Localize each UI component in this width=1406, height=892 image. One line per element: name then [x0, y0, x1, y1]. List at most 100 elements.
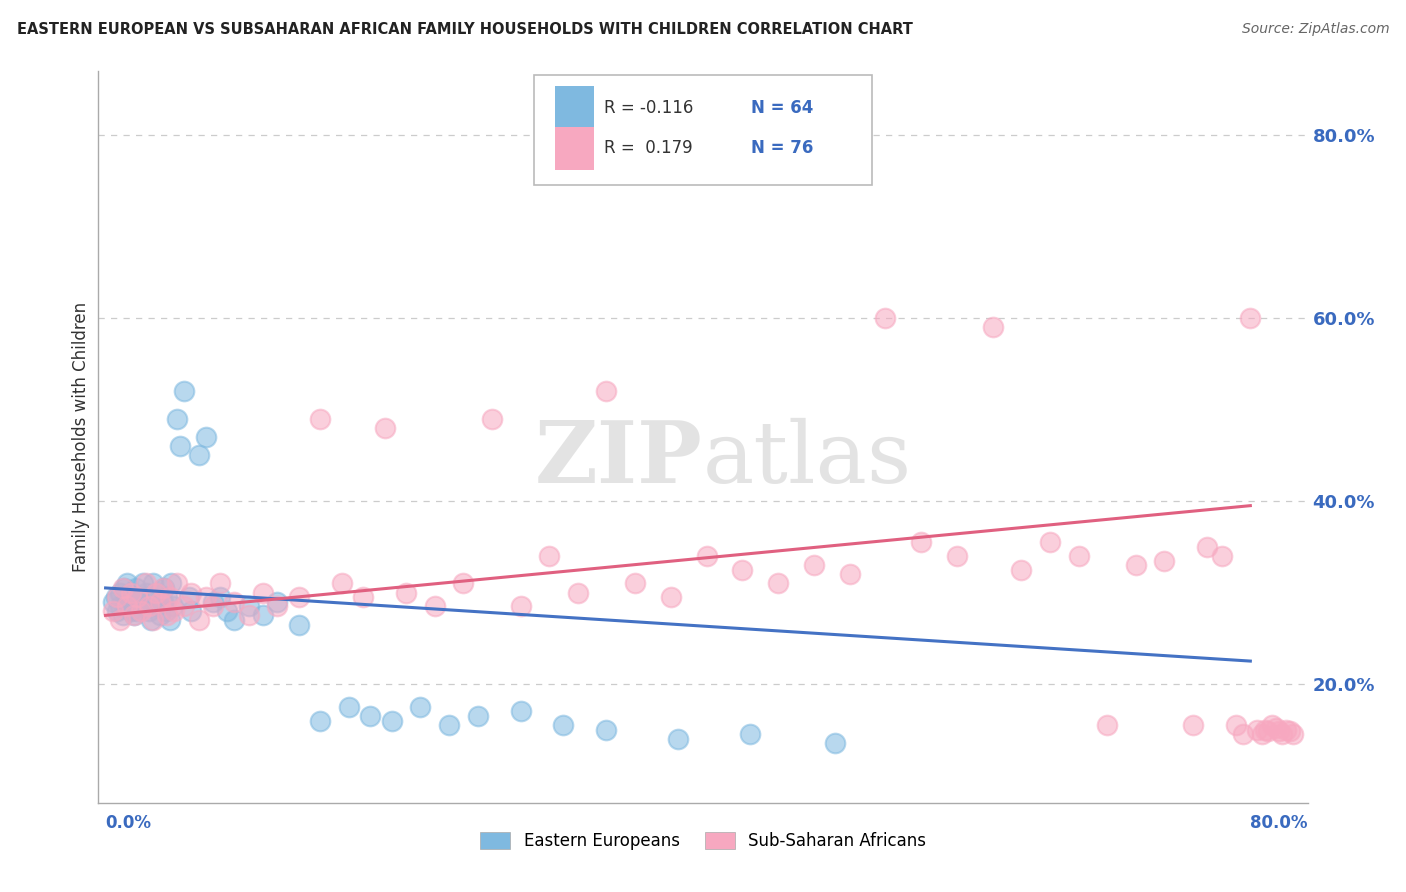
Point: [838, 567, 860, 582]
Point: [125, 604, 148, 618]
Text: ZIP: ZIP: [536, 417, 703, 501]
Point: [252, 608, 274, 623]
Point: [194, 590, 217, 604]
Text: 0.0%: 0.0%: [105, 814, 152, 831]
Point: [595, 723, 617, 737]
FancyBboxPatch shape: [555, 87, 595, 129]
Point: [1261, 718, 1284, 732]
Point: [138, 599, 160, 614]
Point: [160, 576, 183, 591]
Point: [135, 576, 157, 591]
Point: [135, 585, 157, 599]
Point: [138, 590, 160, 604]
Point: [159, 613, 181, 627]
Text: N = 76: N = 76: [751, 139, 814, 157]
Point: [115, 599, 138, 614]
Point: [111, 608, 134, 623]
Point: [134, 599, 156, 614]
Point: [1153, 553, 1175, 567]
Point: [166, 412, 188, 426]
Point: [224, 595, 246, 609]
Point: [180, 604, 202, 618]
Point: [108, 613, 131, 627]
Point: [149, 608, 172, 623]
Point: [381, 714, 404, 728]
Point: [131, 604, 153, 618]
Point: [169, 439, 191, 453]
Point: [509, 705, 531, 719]
Point: [162, 599, 184, 614]
Point: [1265, 721, 1288, 735]
Point: [1253, 723, 1275, 737]
Point: [374, 421, 396, 435]
Point: [127, 590, 149, 604]
Point: [1067, 549, 1090, 563]
Point: [120, 585, 142, 599]
Point: [1239, 311, 1261, 326]
Point: [120, 585, 142, 599]
Point: [209, 590, 232, 604]
Point: [122, 590, 145, 604]
Text: 80.0%: 80.0%: [1250, 814, 1308, 831]
Point: [946, 549, 969, 563]
Point: [266, 599, 288, 614]
Point: [101, 604, 124, 618]
Point: [180, 585, 202, 599]
Point: [177, 590, 200, 604]
Point: [1257, 724, 1279, 739]
Point: [201, 595, 224, 609]
Point: [163, 604, 186, 618]
Point: [437, 718, 460, 732]
Point: [105, 590, 128, 604]
Point: [287, 617, 309, 632]
Point: [138, 604, 160, 618]
Point: [111, 581, 134, 595]
Point: [156, 608, 179, 623]
Point: [238, 608, 260, 623]
Point: [252, 585, 274, 599]
Point: [156, 590, 179, 604]
Text: atlas: atlas: [703, 417, 912, 500]
Point: [696, 549, 718, 563]
Point: [309, 714, 332, 728]
Point: [217, 604, 239, 618]
Point: [145, 599, 167, 614]
Point: [152, 595, 174, 609]
Point: [287, 590, 309, 604]
Point: [187, 613, 209, 627]
Point: [187, 448, 209, 462]
FancyBboxPatch shape: [534, 75, 872, 185]
Text: R =  0.179: R = 0.179: [603, 139, 693, 157]
Point: [108, 599, 131, 614]
Point: [330, 576, 353, 591]
Point: [453, 576, 475, 591]
Point: [738, 727, 761, 741]
Point: [142, 576, 165, 591]
Point: [115, 599, 138, 614]
Point: [132, 576, 155, 591]
Point: [595, 384, 617, 399]
Text: Source: ZipAtlas.com: Source: ZipAtlas.com: [1241, 22, 1389, 37]
Point: [1246, 723, 1268, 737]
Point: [1197, 540, 1219, 554]
Point: [359, 709, 381, 723]
Point: [118, 590, 141, 604]
Text: R = -0.116: R = -0.116: [603, 99, 693, 117]
Point: [875, 311, 897, 326]
Point: [423, 599, 446, 614]
Point: [910, 535, 932, 549]
Point: [666, 731, 689, 746]
Point: [159, 590, 181, 604]
Point: [1279, 724, 1302, 739]
Point: [538, 549, 561, 563]
Point: [142, 613, 165, 627]
Point: [1039, 535, 1062, 549]
Point: [409, 699, 432, 714]
Point: [1232, 727, 1254, 741]
Point: [509, 599, 531, 614]
Point: [224, 613, 246, 627]
Point: [125, 590, 148, 604]
Point: [101, 595, 124, 609]
Legend: Eastern Europeans, Sub-Saharan Africans: Eastern Europeans, Sub-Saharan Africans: [474, 825, 932, 856]
Point: [201, 599, 224, 614]
